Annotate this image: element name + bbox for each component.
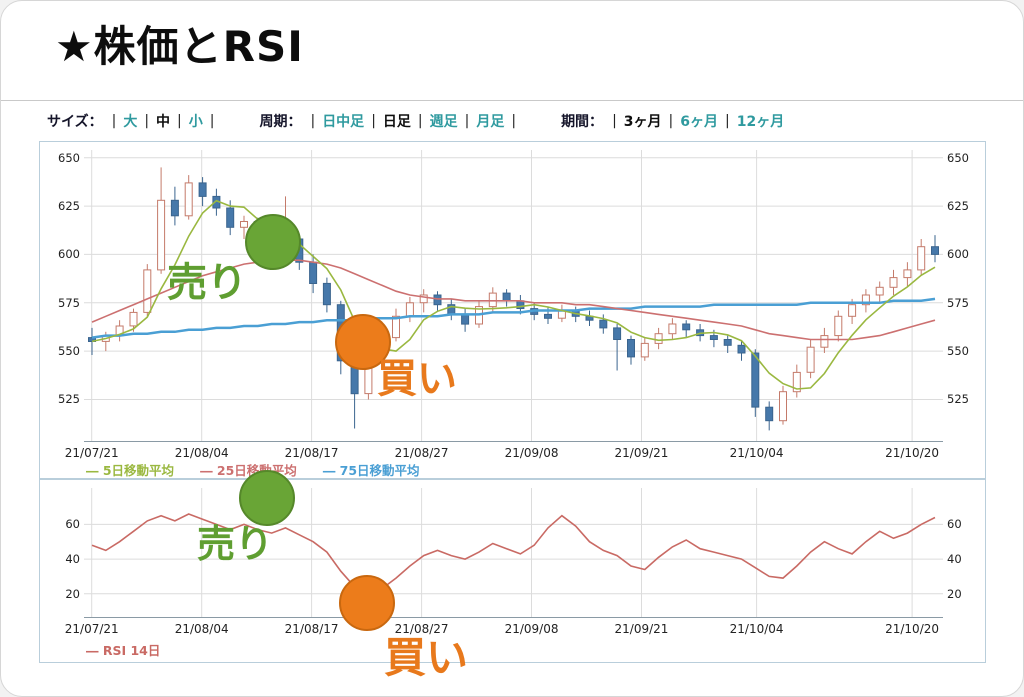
separator: | — [511, 113, 517, 129]
y-tick-label: 650 — [947, 150, 969, 165]
x-tick-label: 21/09/21 — [614, 446, 669, 460]
y-tick-label: 525 — [58, 392, 80, 407]
y-tick-label: 575 — [947, 295, 969, 310]
range-label: 期間： — [561, 114, 604, 130]
buy-label-price: 買い — [377, 356, 457, 402]
separator: | — [111, 113, 117, 129]
legend-item: ― 5日移動平均 — [86, 463, 175, 478]
x-tick-label: 21/08/17 — [284, 446, 339, 460]
x-tick-label: 21/07/21 — [64, 446, 119, 460]
size-option-large[interactable]: 大 — [123, 114, 138, 130]
size-option-medium[interactable]: 中 — [156, 114, 171, 130]
x-tick-label: 21/08/17 — [284, 622, 339, 636]
x-tick-label: 21/08/04 — [174, 622, 229, 636]
y-tick-label: 40 — [65, 552, 80, 567]
separator: | — [612, 113, 617, 129]
y-tick-label: 525 — [947, 392, 969, 407]
size-label: サイズ： — [47, 114, 103, 130]
x-tick-label: 21/09/08 — [504, 446, 559, 460]
x-tick-label: 21/08/27 — [394, 446, 449, 460]
price-chart-box: ― 5日移動平均 ― 25日移動平均 ― 75日移動平均 650 650 625 625 6… — [39, 141, 986, 479]
y-tick-label: 600 — [947, 247, 969, 262]
y-tick-label: 625 — [947, 199, 969, 214]
separator: | — [177, 113, 182, 129]
rsi-chart-canvas — [84, 488, 943, 618]
period-option-daily[interactable]: 日足 — [382, 114, 411, 130]
x-tick-label: 21/07/21 — [64, 622, 119, 636]
separator: | — [417, 113, 423, 129]
y-tick-label: 20 — [65, 586, 80, 601]
x-tick-label: 21/10/04 — [729, 446, 784, 460]
y-tick-label: 600 — [58, 247, 80, 262]
page-title: ★株価とRSI — [55, 22, 304, 71]
period-option-monthly[interactable]: 月足 — [476, 114, 505, 130]
y-tick-label: 575 — [58, 295, 80, 310]
sell-marker-price — [245, 214, 301, 270]
size-option-small[interactable]: 小 — [188, 114, 203, 130]
range-option-3m[interactable]: 3ヶ月 — [623, 114, 662, 130]
x-tick-label: 21/10/04 — [729, 622, 784, 636]
buy-marker-rsi — [339, 575, 395, 631]
legend-item: ― 75日移動平均 — [322, 463, 420, 478]
x-tick-label: 21/09/08 — [504, 622, 559, 636]
sell-label-rsi: 売り — [197, 522, 274, 566]
range-option-6m[interactable]: 6ヶ月 — [680, 114, 718, 130]
y-tick-label: 625 — [58, 199, 80, 214]
divider — [1, 100, 1023, 101]
x-tick-label: 21/08/04 — [174, 446, 229, 460]
range-group: 期間： | 3ヶ月 | 6ヶ月 | 12ヶ月 — [561, 111, 784, 131]
separator: | — [371, 113, 376, 129]
separator: | — [668, 113, 674, 129]
y-tick-label: 650 — [58, 150, 80, 165]
period-option-intraday[interactable]: 日中足 — [322, 114, 365, 130]
period-option-weekly[interactable]: 週足 — [429, 114, 458, 130]
y-tick-label: 20 — [947, 586, 962, 601]
chart-toolbar: サイズ： | 大 | 中 | 小 | 周期： | 日中足 | 日足 | 週足 |… — [1, 101, 1023, 141]
buy-marker-price — [335, 314, 391, 370]
x-tick-label: 21/10/20 — [885, 622, 940, 636]
separator: | — [209, 113, 215, 129]
x-tick-label: 21/10/20 — [885, 446, 940, 460]
rsi-chart-box: ― RSI 14日 60 60 40 40 20 20 21/07/21 21/08/04 21… — [39, 479, 986, 663]
sell-label-price: 売り — [167, 260, 247, 306]
separator: | — [725, 113, 730, 129]
y-tick-label: 60 — [947, 517, 962, 532]
y-tick-label: 40 — [947, 552, 962, 567]
size-group: サイズ： | 大 | 中 | 小 | — [47, 111, 221, 131]
x-tick-label: 21/09/21 — [614, 622, 669, 636]
x-tick-label: 21/08/27 — [394, 622, 449, 636]
period-label: 周期： — [259, 114, 302, 130]
range-option-12m[interactable]: 12ヶ月 — [736, 114, 785, 130]
ma-legend: ― 5日移動平均 ― 25日移動平均 ― 75日移動平均 — [86, 460, 420, 479]
y-tick-label: 550 — [947, 344, 969, 359]
price-chart-canvas — [84, 150, 943, 442]
buy-label-rsi: 買い — [384, 633, 469, 682]
separator: | — [310, 113, 316, 129]
separator: | — [144, 113, 150, 129]
legend-item: ― RSI 14日 — [86, 643, 161, 658]
rsi-legend: ― RSI 14日 — [86, 640, 160, 659]
separator: | — [464, 113, 470, 129]
period-group: 周期： | 日中足 | 日足 | 週足 | 月足 | — [259, 111, 523, 131]
sell-marker-rsi — [239, 470, 295, 526]
y-tick-label: 60 — [65, 517, 80, 532]
y-tick-label: 550 — [58, 344, 80, 359]
